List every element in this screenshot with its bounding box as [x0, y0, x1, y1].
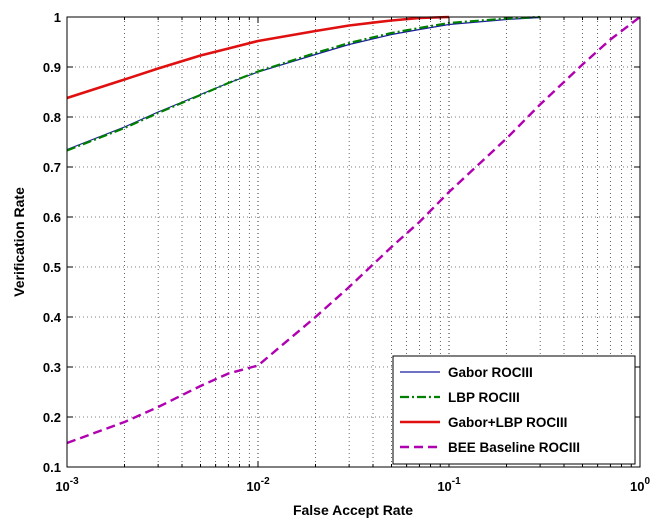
y-axis-label: Verification Rate: [11, 187, 27, 297]
series-line-bee-baseline-rociii: [66, 16, 641, 445]
series-line-gabor-lbp-rociii: [66, 15, 450, 100]
x-tick-label: 10-2: [246, 476, 270, 494]
series-lines: [66, 15, 641, 445]
y-tick-label: 0.6: [43, 210, 61, 225]
y-tick-label: 0.9: [43, 60, 61, 75]
y-tick-label: 0.5: [43, 260, 61, 275]
y-tick-label: 0.4: [43, 310, 62, 325]
y-tick-label: 0.8: [43, 110, 61, 125]
y-tick-label: 0.1: [43, 460, 61, 475]
y-tick-label: 0.3: [43, 360, 61, 375]
y-tick-labels: 0.1 0.2 0.3 0.4 0.5 0.6 0.7 0.8 0.9 1: [43, 10, 62, 475]
legend-label-gabor-lbp: Gabor+LBP ROCIII: [448, 415, 567, 430]
x-tick-labels: 10-3 10-2 10-1 100: [55, 476, 650, 494]
x-tick-label: 10-3: [55, 476, 79, 494]
x-tick-label: 100: [630, 476, 650, 494]
y-tick-label: 1: [54, 10, 61, 25]
x-tick-label: 10-1: [437, 476, 461, 494]
y-tick-label: 0.7: [43, 160, 61, 175]
y-tick-label: 0.2: [43, 410, 61, 425]
grid: [67, 17, 640, 467]
legend-label-gabor: Gabor ROCIII: [448, 365, 533, 380]
legend-label-lbp: LBP ROCIII: [448, 390, 520, 405]
legend-label-bee: BEE Baseline ROCIII: [448, 440, 580, 455]
plot-frame: [66, 16, 641, 468]
legend: Gabor ROCIII LBP ROCIII Gabor+LBP ROCIII…: [392, 355, 636, 465]
x-axis-label: False Accept Rate: [293, 502, 413, 518]
